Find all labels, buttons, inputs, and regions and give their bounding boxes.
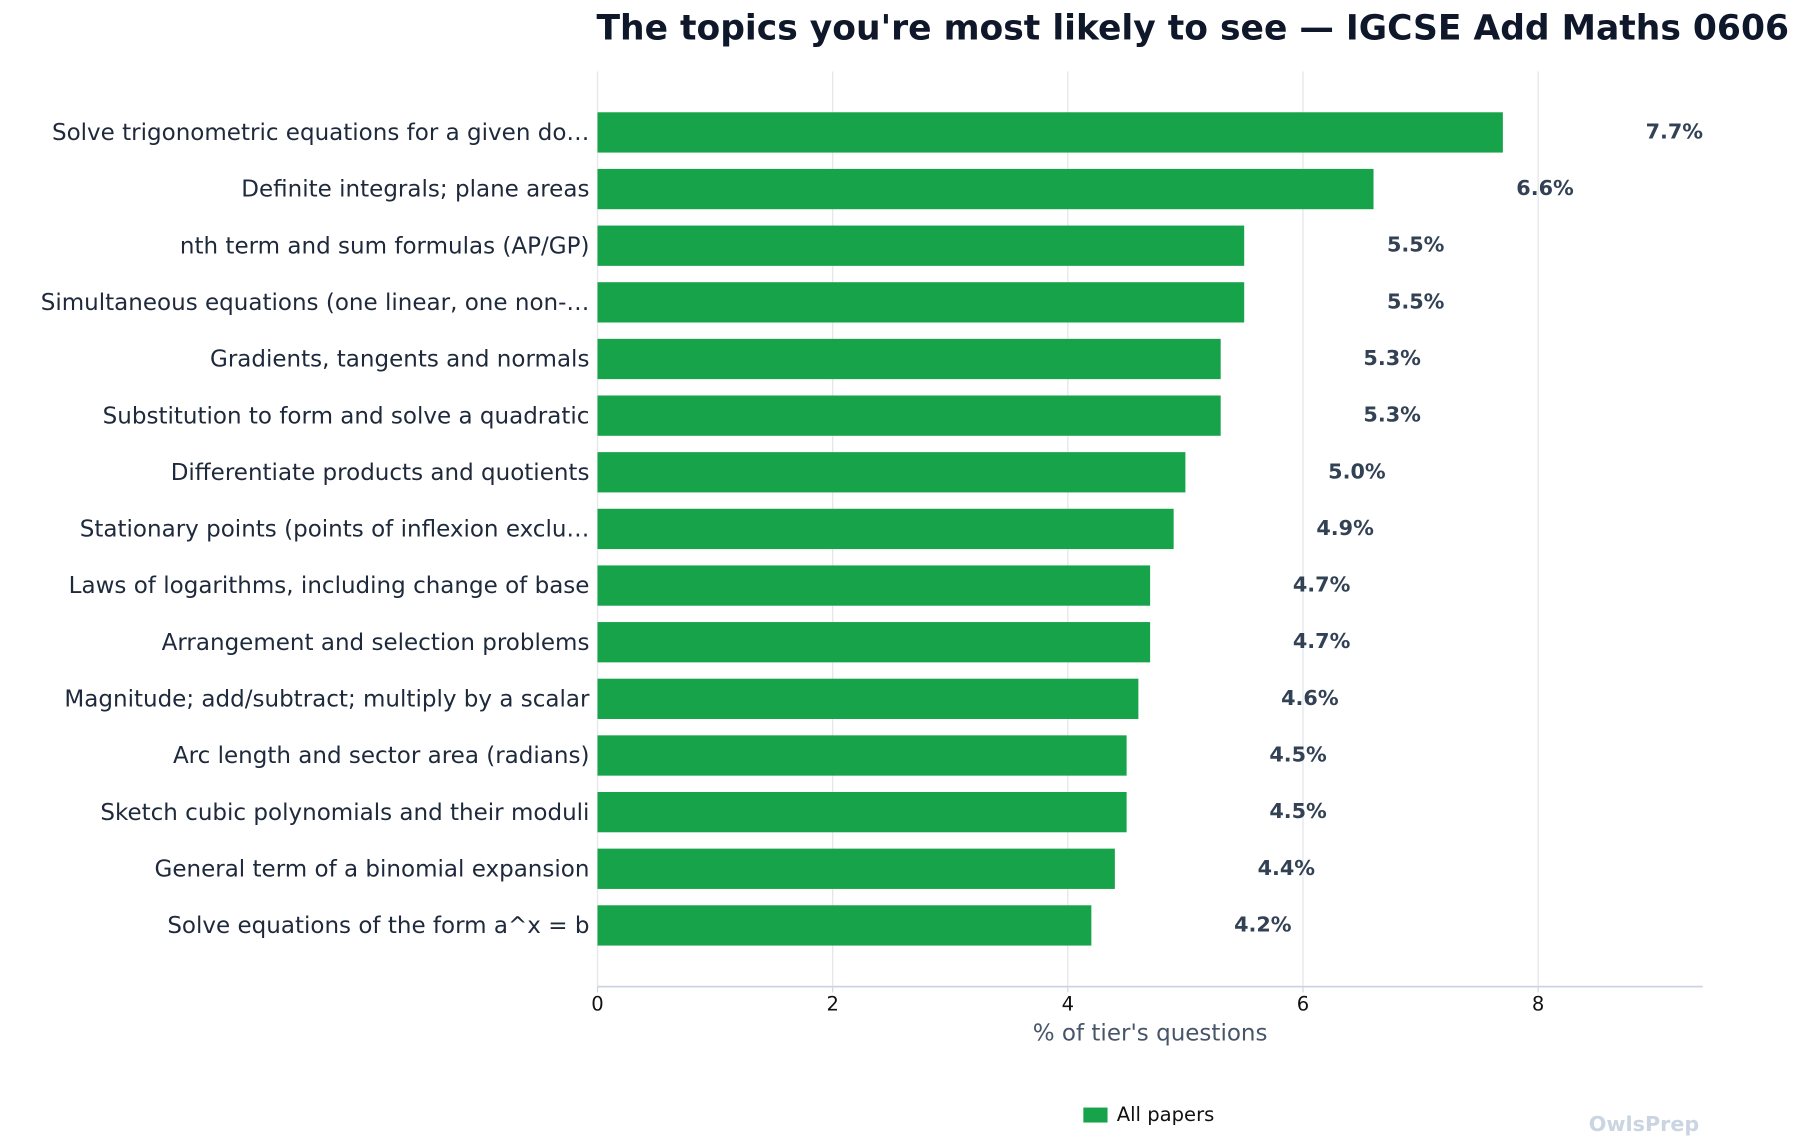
x-tick-label: 2 — [826, 993, 838, 1016]
bar — [597, 168, 1374, 210]
y-tick-label: Solve equations of the form a^x = b — [167, 913, 589, 939]
bar — [597, 508, 1174, 550]
bar — [597, 905, 1092, 946]
x-axis-label: % of tier's questions — [1033, 1020, 1268, 1046]
value-label: 5.0% — [1328, 459, 1386, 483]
y-tick-label: Magnitude; add/subtract; multiply by a s… — [64, 687, 590, 713]
value-label: 4.9% — [1316, 516, 1374, 540]
legend-label: All papers — [1117, 1103, 1215, 1126]
value-label: 4.6% — [1281, 686, 1339, 710]
x-tick-label: 4 — [1062, 993, 1074, 1016]
bar — [597, 225, 1245, 266]
value-label: 5.5% — [1387, 233, 1445, 257]
y-tick-label: General term of a binomial expansion — [155, 856, 590, 882]
value-label: 4.7% — [1293, 629, 1351, 653]
value-label: 5.3% — [1363, 403, 1421, 427]
x-tick-label: 0 — [591, 993, 603, 1016]
y-tick-label: Simultaneous equations (one linear, one … — [41, 290, 590, 316]
x-tick-label: 8 — [1532, 993, 1544, 1016]
y-tick-label: Arc length and sector area (radians) — [173, 743, 590, 769]
y-tick-label: Substitution to form and solve a quadrat… — [103, 403, 590, 429]
value-label: 4.5% — [1269, 742, 1327, 766]
value-label: 5.3% — [1363, 346, 1421, 370]
bar — [597, 735, 1127, 776]
bar — [597, 282, 1245, 323]
value-label: 6.6% — [1516, 176, 1574, 200]
bar — [597, 112, 1503, 153]
y-tick-label: Stationary points (points of inflexion e… — [80, 517, 590, 543]
value-label: 7.7% — [1646, 119, 1704, 143]
y-tick-label: Gradients, tangents and normals — [210, 347, 589, 373]
value-label: 4.5% — [1269, 799, 1327, 823]
watermark: OwlsPrep — [1589, 1112, 1699, 1136]
bar — [597, 848, 1115, 889]
bar — [597, 338, 1221, 380]
y-tick-label: Arrangement and selection problems — [162, 630, 590, 656]
bar — [597, 791, 1127, 833]
bar — [597, 395, 1221, 436]
chart-title: The topics you're most likely to see — I… — [596, 8, 1789, 48]
bar — [597, 452, 1186, 493]
y-tick-label: Solve trigonometric equations for a give… — [52, 120, 590, 146]
y-tick-label: Laws of logarithms, including change of … — [69, 573, 590, 599]
y-tick-label: nth term and sum formulas (AP/GP) — [180, 233, 590, 259]
y-tick-label: Definite integrals; plane areas — [241, 177, 589, 203]
bar — [597, 678, 1139, 720]
bar — [597, 565, 1151, 606]
x-tick-label: 6 — [1297, 993, 1309, 1016]
y-tick-label: Differentiate products and quotients — [171, 460, 590, 486]
value-label: 4.7% — [1293, 573, 1351, 597]
y-tick-label: Sketch cubic polynomials and their modul… — [100, 800, 589, 826]
bar — [597, 622, 1151, 663]
value-label: 5.5% — [1387, 289, 1445, 313]
value-label: 4.2% — [1234, 912, 1292, 936]
legend-swatch — [1083, 1107, 1108, 1123]
value-label: 4.4% — [1258, 856, 1316, 880]
